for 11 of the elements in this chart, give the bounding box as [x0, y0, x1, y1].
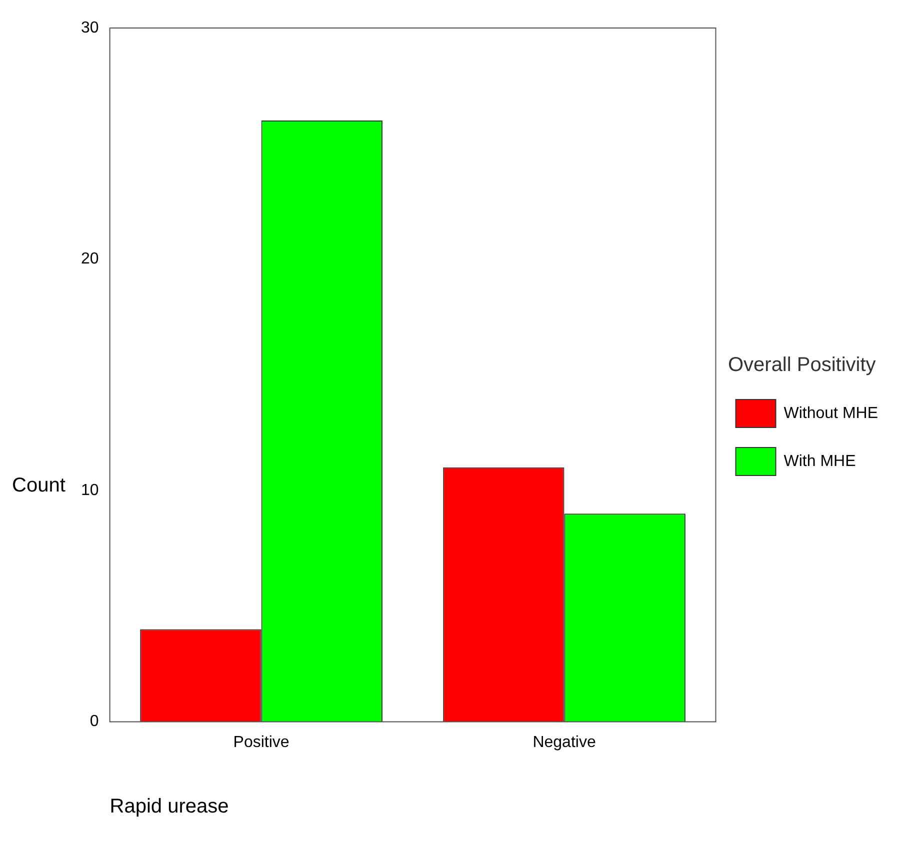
legend-label: With MHE — [784, 452, 856, 470]
legend-label: Without MHE — [784, 404, 878, 422]
x-axis-title: Rapid urease — [110, 796, 229, 818]
y-tick-label: 0 — [90, 713, 99, 730]
y-tick-label: 10 — [81, 482, 99, 499]
y-axis-title: Count — [12, 474, 66, 496]
x-tick-label: Negative — [532, 734, 596, 751]
x-tick-label: Positive — [233, 734, 290, 751]
y-tick-label: 20 — [81, 250, 99, 268]
legend-title: Overall Positivity — [728, 354, 876, 376]
y-tick-label: 30 — [81, 19, 99, 36]
